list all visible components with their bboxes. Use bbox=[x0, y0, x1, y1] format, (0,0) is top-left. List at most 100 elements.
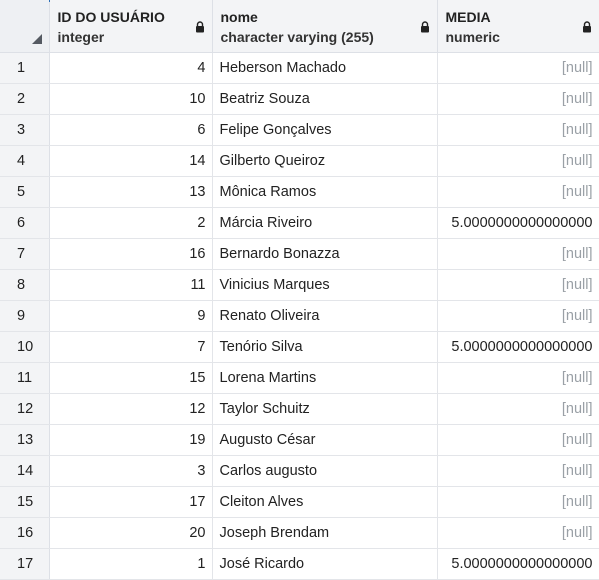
cell-media[interactable]: [null] bbox=[437, 52, 599, 84]
table-row[interactable]: 12 12 Taylor Schuitz [null] bbox=[0, 393, 599, 425]
cell-id[interactable]: 12 bbox=[49, 393, 213, 425]
cell-id[interactable]: 14 bbox=[49, 145, 213, 177]
cell-id[interactable]: 2 bbox=[49, 207, 213, 239]
select-all-icon bbox=[31, 34, 42, 44]
column-header-nome[interactable]: nome character varying (255) bbox=[212, 0, 438, 53]
cell-media[interactable]: 5.0000000000000000 bbox=[437, 331, 599, 363]
select-all-corner[interactable] bbox=[0, 0, 50, 53]
lock-icon bbox=[420, 21, 429, 33]
row-number[interactable]: 15 bbox=[0, 486, 50, 518]
row-number[interactable]: 14 bbox=[0, 455, 50, 487]
table-body: 1 4 Heberson Machado [null] 2 10 Beatriz Souza… bbox=[0, 52, 599, 580]
table-row[interactable]: 13 19 Augusto César [null] bbox=[0, 424, 599, 456]
cell-media[interactable]: [null] bbox=[437, 114, 599, 146]
cell-media[interactable]: 5.0000000000000000 bbox=[437, 548, 599, 580]
cell-id[interactable]: 6 bbox=[49, 114, 213, 146]
row-number[interactable]: 4 bbox=[0, 145, 50, 177]
table-row[interactable]: 16 20 Joseph Brendam [null] bbox=[0, 517, 599, 549]
table-row[interactable]: 9 9 Renato Oliveira [null] bbox=[0, 300, 599, 332]
row-number[interactable]: 2 bbox=[0, 83, 50, 115]
cell-id[interactable]: 7 bbox=[49, 331, 213, 363]
row-number[interactable]: 1 bbox=[0, 52, 50, 84]
cell-nome[interactable]: José Ricardo bbox=[212, 548, 438, 580]
cell-nome[interactable]: Augusto César bbox=[212, 424, 438, 456]
row-number[interactable]: 8 bbox=[0, 269, 50, 301]
column-type: integer bbox=[57, 29, 105, 45]
table-row[interactable]: 5 13 Mônica Ramos [null] bbox=[0, 176, 599, 208]
cell-id[interactable]: 17 bbox=[49, 486, 213, 518]
cell-nome[interactable]: Lorena Martins bbox=[212, 362, 438, 394]
table-row[interactable]: 17 1 José Ricardo 5.0000000000000000 bbox=[0, 548, 599, 580]
cell-nome[interactable]: Joseph Brendam bbox=[212, 517, 438, 549]
cell-id[interactable]: 10 bbox=[49, 83, 213, 115]
cell-nome[interactable]: Mônica Ramos bbox=[212, 176, 438, 208]
table-row[interactable]: 7 16 Bernardo Bonazza [null] bbox=[0, 238, 599, 270]
cell-media[interactable]: [null] bbox=[437, 300, 599, 332]
cell-id[interactable]: 3 bbox=[49, 455, 213, 487]
cell-nome[interactable]: Beatriz Souza bbox=[212, 83, 438, 115]
cell-media[interactable]: [null] bbox=[437, 362, 599, 394]
cell-media[interactable]: 5.0000000000000000 bbox=[437, 207, 599, 239]
cell-nome[interactable]: Tenório Silva bbox=[212, 331, 438, 363]
cell-id[interactable]: 20 bbox=[49, 517, 213, 549]
table-row[interactable]: 10 7 Tenório Silva 5.0000000000000000 bbox=[0, 331, 599, 363]
table-row[interactable]: 11 15 Lorena Martins [null] bbox=[0, 362, 599, 394]
table-row[interactable]: 15 17 Cleiton Alves [null] bbox=[0, 486, 599, 518]
cell-media[interactable]: [null] bbox=[437, 176, 599, 208]
table-row[interactable]: 8 11 Vinicius Marques [null] bbox=[0, 269, 599, 301]
row-number[interactable]: 11 bbox=[0, 362, 50, 394]
column-header-id[interactable]: ID DO USUÁRIO integer bbox=[49, 0, 213, 53]
table-row[interactable]: 4 14 Gilberto Queiroz [null] bbox=[0, 145, 599, 177]
row-number[interactable]: 5 bbox=[0, 176, 50, 208]
cell-media[interactable]: [null] bbox=[437, 238, 599, 270]
cell-id[interactable]: 19 bbox=[49, 424, 213, 456]
table-row[interactable]: 6 2 Márcia Riveiro 5.0000000000000000 bbox=[0, 207, 599, 239]
cell-id[interactable]: 15 bbox=[49, 362, 213, 394]
cell-nome[interactable]: Cleiton Alves bbox=[212, 486, 438, 518]
table-row[interactable]: 14 3 Carlos augusto [null] bbox=[0, 455, 599, 487]
row-number[interactable]: 6 bbox=[0, 207, 50, 239]
cell-nome[interactable]: Heberson Machado bbox=[212, 52, 438, 84]
lock-icon bbox=[582, 21, 591, 33]
cell-nome[interactable]: Gilberto Queiroz bbox=[212, 145, 438, 177]
table-row[interactable]: 3 6 Felipe Gonçalves [null] bbox=[0, 114, 599, 146]
cell-id[interactable]: 16 bbox=[49, 238, 213, 270]
cell-nome[interactable]: Carlos augusto bbox=[212, 455, 438, 487]
cell-nome[interactable]: Taylor Schuitz bbox=[212, 393, 438, 425]
cell-media[interactable]: [null] bbox=[437, 269, 599, 301]
row-number[interactable]: 7 bbox=[0, 238, 50, 270]
cell-media[interactable]: [null] bbox=[437, 517, 599, 549]
cell-media[interactable]: [null] bbox=[437, 486, 599, 518]
cell-nome[interactable]: Bernardo Bonazza bbox=[212, 238, 438, 270]
row-number[interactable]: 16 bbox=[0, 517, 50, 549]
cell-id[interactable]: 1 bbox=[49, 548, 213, 580]
cell-media[interactable]: [null] bbox=[437, 424, 599, 456]
row-number[interactable]: 10 bbox=[0, 331, 50, 363]
cell-nome[interactable]: Felipe Gonçalves bbox=[212, 114, 438, 146]
column-type: numeric bbox=[445, 29, 500, 45]
cell-nome[interactable]: Renato Oliveira bbox=[212, 300, 438, 332]
row-number[interactable]: 12 bbox=[0, 393, 50, 425]
cell-id[interactable]: 13 bbox=[49, 176, 213, 208]
cell-id[interactable]: 9 bbox=[49, 300, 213, 332]
lock-icon bbox=[195, 21, 204, 33]
table-row[interactable]: 1 4 Heberson Machado [null] bbox=[0, 52, 599, 84]
row-number[interactable]: 3 bbox=[0, 114, 50, 146]
cell-id[interactable]: 4 bbox=[49, 52, 213, 84]
cell-media[interactable]: [null] bbox=[437, 83, 599, 115]
column-name: MEDIA bbox=[445, 9, 491, 25]
cell-media[interactable]: [null] bbox=[437, 145, 599, 177]
cell-media[interactable]: [null] bbox=[437, 455, 599, 487]
cell-id[interactable]: 11 bbox=[49, 269, 213, 301]
cell-nome[interactable]: Vinicius Marques bbox=[212, 269, 438, 301]
row-number[interactable]: 17 bbox=[0, 548, 50, 580]
cell-nome[interactable]: Márcia Riveiro bbox=[212, 207, 438, 239]
row-number[interactable]: 9 bbox=[0, 300, 50, 332]
cell-media[interactable]: [null] bbox=[437, 393, 599, 425]
column-type: character varying (255) bbox=[220, 29, 374, 45]
table-row[interactable]: 2 10 Beatriz Souza [null] bbox=[0, 83, 599, 115]
row-number[interactable]: 13 bbox=[0, 424, 50, 456]
column-header-media[interactable]: MEDIA numeric bbox=[437, 0, 599, 53]
